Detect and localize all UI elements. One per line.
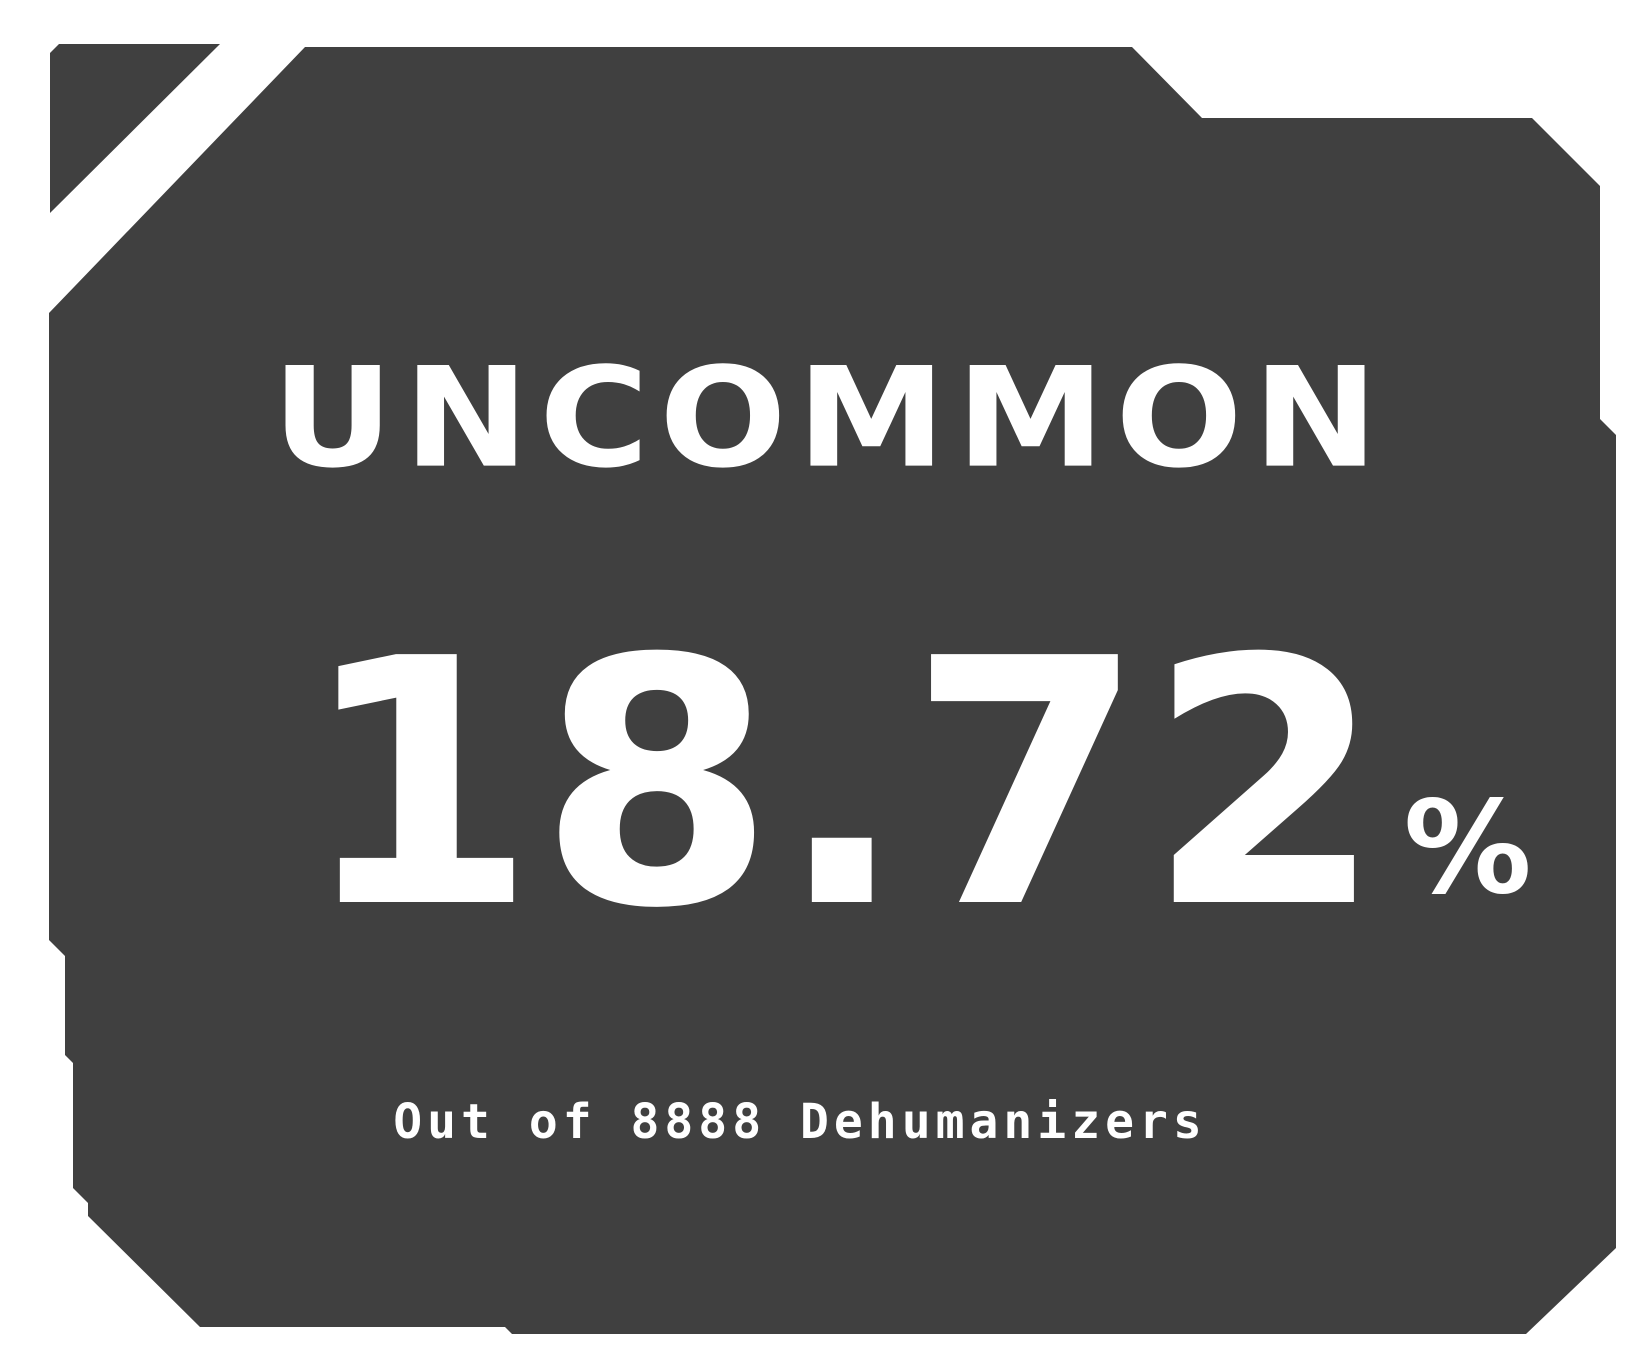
corner-accent xyxy=(50,44,220,213)
card-panel xyxy=(49,47,1616,1334)
